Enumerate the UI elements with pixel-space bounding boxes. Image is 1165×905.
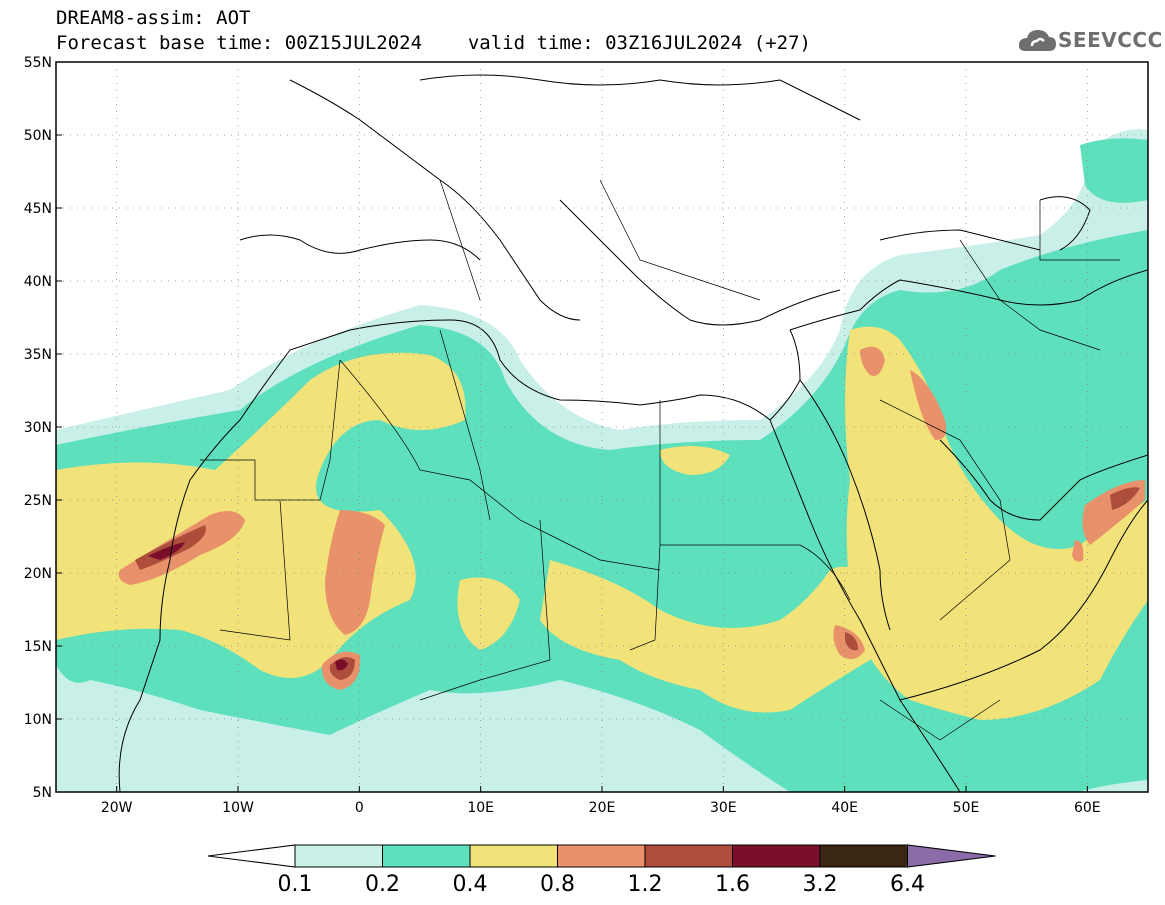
forecast-base-time: Forecast base time: 00Z15JUL2024 [56,32,423,54]
colorbar-label: 1.6 [715,872,750,897]
seevccc-logo: SEEVCCC [1058,28,1163,52]
lat-tick-label: 10N [24,712,52,728]
colorbar-label: 3.2 [803,872,838,897]
colorbar-segment [557,844,646,868]
colorbar-segment [469,844,558,868]
model-title: DREAM8-assim: AOT [56,7,251,29]
time-line: Forecast base time: 00Z15JUL2024 valid t… [56,33,811,53]
country-borders [200,179,1120,741]
gridlines [56,62,1148,792]
lat-tick-label: 45N [24,201,52,217]
colorbar: 0.1 0.2 0.4 0.8 1.2 1.6 3.2 6.4 [207,844,996,897]
coastlines [118,74,1148,792]
colorbar-label: 0.4 [453,872,488,897]
colorbar-max-arrow [907,844,996,868]
longitude-labels: 20W 10W 0 10E 20E 30E 40E 50E 60E [101,786,1101,816]
lat-tick-label: 40N [24,274,52,290]
lon-tick-label: 40E [831,800,858,816]
lon-tick-label: 60E [1074,800,1101,816]
colorbar-segment [382,844,471,868]
lon-tick-label: 20E [589,800,616,816]
latitude-labels: 55N 50N 45N 40N 35N 30N 25N 20N 15N 10N 5N [24,55,62,801]
lat-tick-label: 35N [24,347,52,363]
lon-tick-label: 10E [467,800,494,816]
lat-tick-label: 25N [24,493,52,509]
lon-tick-label: 0 [355,800,364,816]
cloud-icon [1018,30,1056,51]
valid-time: valid time: 03Z16JUL2024 (+27) [467,32,811,54]
lat-tick-label: 5N [33,785,52,801]
colorbar-segment [294,844,383,868]
colorbar-label: 0.2 [365,872,400,897]
lon-tick-label: 30E [710,800,737,816]
lat-tick-label: 20N [24,566,52,582]
colorbar-label: 0.8 [540,872,575,897]
colorbar-label: 6.4 [890,872,925,897]
colorbar-label: 0.1 [278,872,313,897]
colorbar-min-arrow [207,844,296,868]
colorbar-label: 1.2 [628,872,663,897]
lon-tick-label: 50E [953,800,980,816]
lat-tick-label: 15N [24,639,52,655]
colorbar-segment [732,844,821,868]
colorbar-segment [644,844,733,868]
lon-tick-label: 10W [222,800,254,816]
colorbar-segment [819,844,908,868]
lat-tick-label: 55N [24,55,52,71]
lon-tick-label: 20W [101,800,133,816]
aot-level-1.6 [148,542,185,560]
lat-tick-label: 50N [24,128,52,144]
lat-tick-label: 30N [24,420,52,436]
